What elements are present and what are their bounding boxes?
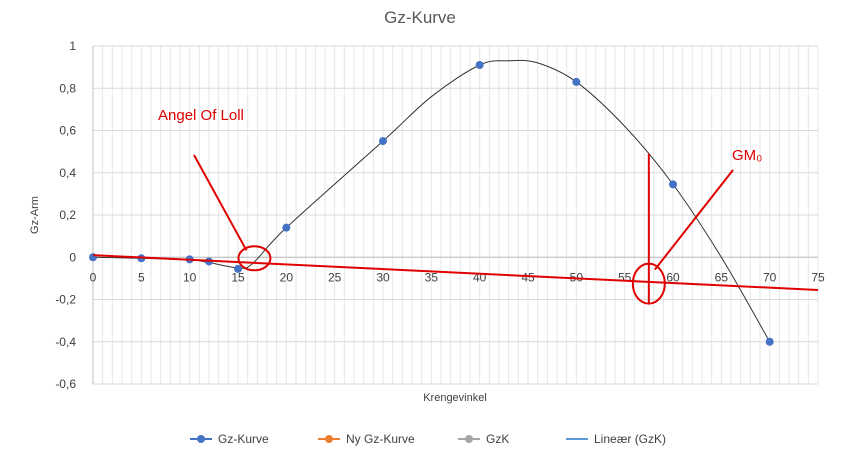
x-tick-label: 55 — [618, 270, 632, 284]
markers-layer — [89, 61, 774, 346]
x-tick-label: 5 — [138, 270, 145, 284]
x-tick-label: 70 — [763, 270, 777, 284]
gm0-pointer — [654, 169, 734, 271]
x-tick-label: 20 — [280, 270, 294, 284]
gz-kurve-point — [765, 337, 774, 346]
gz-kurve-point — [282, 223, 291, 232]
axes: 0 5 10 15 20 25 30 35 40 45 50 55 60 65 70 75 1 0,8 0,6 0,4… — [55, 39, 825, 391]
y-tick-label: -0,6 — [55, 377, 76, 391]
x-axis-label: Krengevinkel — [423, 392, 487, 404]
y-tick-label: 0,6 — [59, 124, 76, 138]
y-tick-label: -0,2 — [55, 293, 76, 307]
annotations-layer: Angel Of Loll GM₀ — [92, 107, 819, 305]
x-tick-label: 45 — [521, 270, 535, 284]
legend-label: Gz-Kurve — [218, 432, 269, 446]
red-trend-line — [92, 254, 819, 291]
annotation-angle-of-loll: Angel Of Loll — [158, 107, 244, 124]
angle-of-loll-circle — [237, 245, 272, 272]
y-tick-label: 1 — [69, 39, 76, 53]
legend-label: Ny Gz-Kurve — [346, 432, 415, 446]
y-tick-label: 0,4 — [59, 166, 76, 180]
x-tick-label: 50 — [570, 270, 584, 284]
x-tick-label: 30 — [376, 270, 390, 284]
x-tick-label: 35 — [425, 270, 439, 284]
legend-swatch-marker — [465, 435, 473, 443]
x-tick-label: 0 — [90, 270, 97, 284]
grid-lines — [92, 45, 819, 385]
gz-kurve-point — [669, 180, 677, 189]
gz-kurve-point — [379, 137, 387, 146]
x-tick-label: 10 — [183, 270, 197, 284]
legend-label: GzK — [486, 432, 509, 446]
x-tick-label: 75 — [811, 270, 825, 284]
legend-swatch-marker — [197, 435, 205, 443]
y-tick-label: 0,8 — [59, 81, 76, 95]
gz-kurve-point — [234, 264, 242, 273]
x-tick-label: 40 — [473, 270, 487, 284]
y-axis-label: Gz-Arm — [29, 196, 41, 234]
legend-swatch-marker — [325, 435, 333, 443]
x-tick-label: 65 — [715, 270, 729, 284]
x-tick-label: 25 — [328, 270, 342, 284]
y-tick-label: -0,4 — [55, 335, 76, 349]
legend-label: Lineær (GzK) — [594, 432, 666, 446]
gz-kurve-point — [475, 61, 484, 70]
gm0-circle — [631, 262, 666, 305]
chart-title: Gz-Kurve — [384, 8, 456, 27]
y-tick-label: 0,2 — [59, 208, 76, 222]
y-tick-label: 0 — [69, 250, 76, 264]
annotation-gm0: GM₀ — [732, 147, 762, 164]
legend: Gz-Kurve Ny Gz-Kurve GzK Lineær (GzK) — [190, 432, 666, 446]
angle-of-loll-pointer — [193, 154, 248, 251]
x-tick-label: 60 — [666, 270, 680, 284]
gz-kurve-point — [572, 77, 581, 86]
x-tick-label: 15 — [231, 270, 245, 284]
